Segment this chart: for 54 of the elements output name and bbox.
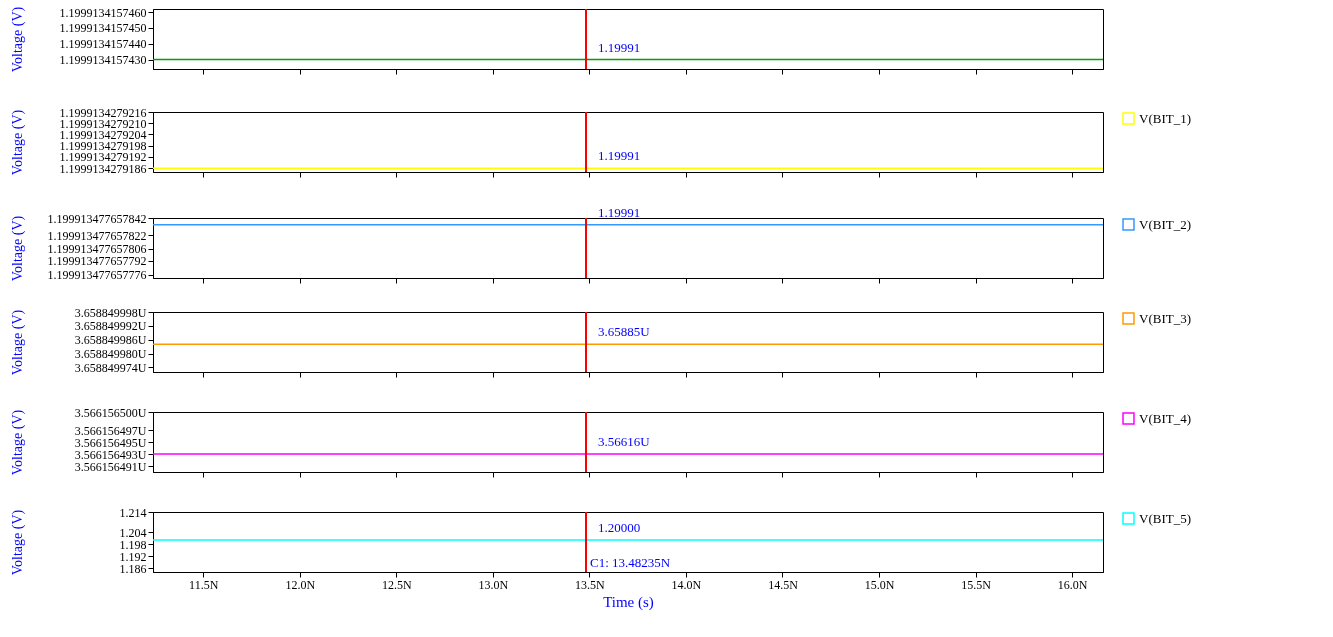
y-axis-title: Voltage (V) xyxy=(9,309,26,376)
legend-label: V(BIT_2) xyxy=(1139,216,1191,232)
y-tick-label: 1.204 xyxy=(119,525,147,540)
y-axis-title: Voltage (V) xyxy=(9,6,26,73)
data-label: 1.19991 xyxy=(597,204,641,220)
data-label: 1.20000 xyxy=(597,520,641,535)
y-tick-label: 1.199913477657776 xyxy=(47,268,147,283)
y-tick-label: 3.658849992U xyxy=(74,319,147,334)
y-tick-label: 1.199913477657806 xyxy=(47,242,147,257)
y-tick-label: 1.192 xyxy=(119,549,147,564)
y-tick-label: 1.214 xyxy=(119,505,147,520)
x-tick-label: 12.5N xyxy=(381,577,412,592)
y-tick-label: 3.566156495U xyxy=(74,435,147,450)
y-axis-title: Voltage (V) xyxy=(9,409,26,476)
data-label: 3.56616U xyxy=(597,434,651,449)
y-axis-title: Voltage (V) xyxy=(9,109,26,176)
x-tick-label: 13.5N xyxy=(575,577,606,592)
y-tick-label: 1.199913477657822 xyxy=(47,228,147,243)
y-tick-label: 3.566156497U xyxy=(74,423,147,438)
y-tick-label: 3.566156491U xyxy=(74,459,147,474)
data-label: 1.19991 xyxy=(597,39,641,55)
ref-line-label: C1: 13.48235N xyxy=(589,555,671,570)
legend-label: V(BIT_5) xyxy=(1139,510,1191,526)
y-tick-label: 3.658849974U xyxy=(74,360,147,375)
data-label: 3.65885U xyxy=(597,324,651,340)
x-tick-label: 16.0N xyxy=(1057,577,1088,592)
y-tick-label: 3.566156500U xyxy=(74,405,147,420)
y-tick-label: 1.186 xyxy=(119,561,147,576)
y-axis-title: Voltage (V) xyxy=(9,215,26,282)
x-tick-label: 12.0N xyxy=(285,577,316,592)
y-tick-label: 1.199913477657792 xyxy=(47,254,147,269)
y-tick-label: 1.198 xyxy=(119,537,147,552)
y-tick-label: 1.199913477657842 xyxy=(47,211,147,226)
y-tick-label: 1.1999134157440 xyxy=(59,37,147,52)
y-tick-label: 1.1999134157430 xyxy=(59,53,147,68)
x-tick-label: 14.5N xyxy=(768,577,799,592)
legend-label: V(BIT_4) xyxy=(1139,410,1191,426)
x-tick-label: 11.5N xyxy=(189,577,219,592)
x-tick-label: 15.0N xyxy=(864,577,895,592)
x-tick-label: 13.0N xyxy=(478,577,509,592)
x-axis-title: Time (s) xyxy=(603,593,654,611)
y-tick-label: 3.566156493U xyxy=(74,447,147,462)
legend-label: V(BIT_1) xyxy=(1139,110,1191,126)
y-tick-label: 3.658849986U xyxy=(74,333,147,348)
y-tick-label: 1.1999134157450 xyxy=(59,21,147,36)
data-label: 1.19991 xyxy=(597,148,641,164)
x-tick-label: 14.0N xyxy=(671,577,702,592)
y-tick-label: 1.1999134157460 xyxy=(59,5,147,20)
y-tick-label: 1.1999134279204 xyxy=(59,128,147,142)
y-tick-label: 3.658849980U xyxy=(74,347,147,362)
y-axis-title: Voltage (V) xyxy=(9,509,26,576)
x-tick-label: 15.5N xyxy=(961,577,992,592)
y-tick-label: 3.658849998U xyxy=(74,305,147,320)
legend-label: V(BIT_3) xyxy=(1139,310,1191,326)
